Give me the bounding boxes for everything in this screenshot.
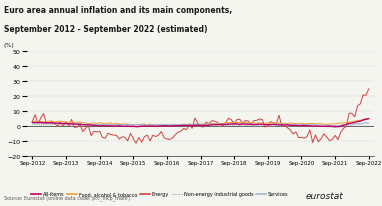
Text: (%): (%)	[4, 43, 15, 48]
Text: Source: Eurostat (online data code: prc_hicp_manr): Source: Eurostat (online data code: prc_…	[4, 194, 130, 200]
Text: September 2012 - September 2022 (estimated): September 2012 - September 2022 (estimat…	[4, 25, 207, 34]
Text: eurostat: eurostat	[306, 191, 343, 200]
Text: Euro area annual inflation and its main components,: Euro area annual inflation and its main …	[4, 6, 232, 15]
Legend: All-items, Food, alcohol & tobacco, Energy, Non-energy industrial goods, Service: All-items, Food, alcohol & tobacco, Ener…	[29, 190, 291, 198]
